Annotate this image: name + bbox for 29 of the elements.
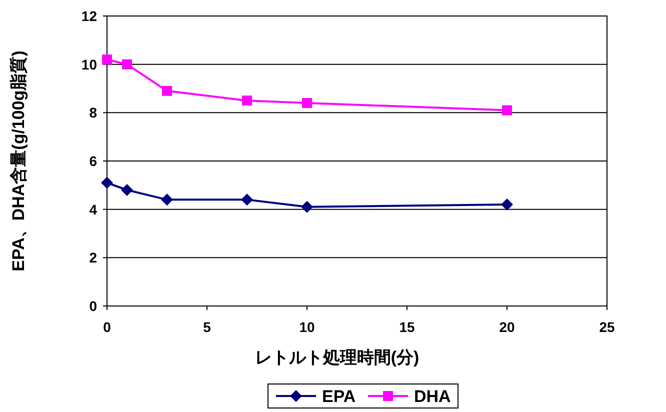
point bbox=[242, 96, 252, 106]
legend-label: DHA bbox=[414, 387, 451, 406]
y-tick-label: 2 bbox=[89, 250, 98, 266]
point bbox=[301, 200, 313, 213]
point bbox=[162, 86, 172, 96]
x-tick-label: 5 bbox=[203, 319, 212, 335]
x-tick-label: 25 bbox=[599, 319, 615, 335]
y-tick-label: 0 bbox=[89, 298, 98, 314]
x-axis-title: レトルト処理時間(分) bbox=[254, 348, 420, 367]
legend-label: EPA bbox=[322, 387, 356, 406]
x-tick-label: 0 bbox=[103, 319, 112, 335]
point bbox=[101, 176, 113, 189]
y-tick-label: 4 bbox=[89, 201, 98, 218]
y-tick-label: 12 bbox=[81, 8, 98, 24]
point bbox=[121, 184, 133, 196]
y-tick-label: 8 bbox=[89, 104, 98, 121]
y-tick-label: 6 bbox=[89, 153, 98, 169]
point bbox=[501, 198, 513, 210]
point bbox=[161, 194, 173, 206]
x-tick-label: 20 bbox=[499, 319, 515, 335]
point bbox=[122, 59, 132, 70]
point bbox=[102, 54, 112, 64]
y-tick-label: 10 bbox=[81, 56, 98, 72]
x-tick-label: 10 bbox=[299, 319, 315, 335]
x-tick-label: 15 bbox=[399, 319, 415, 335]
point bbox=[502, 105, 512, 116]
point bbox=[241, 194, 253, 206]
y-axis-title: EPA、DHA含量(g/100g脂質) bbox=[9, 50, 28, 272]
point bbox=[302, 98, 312, 108]
